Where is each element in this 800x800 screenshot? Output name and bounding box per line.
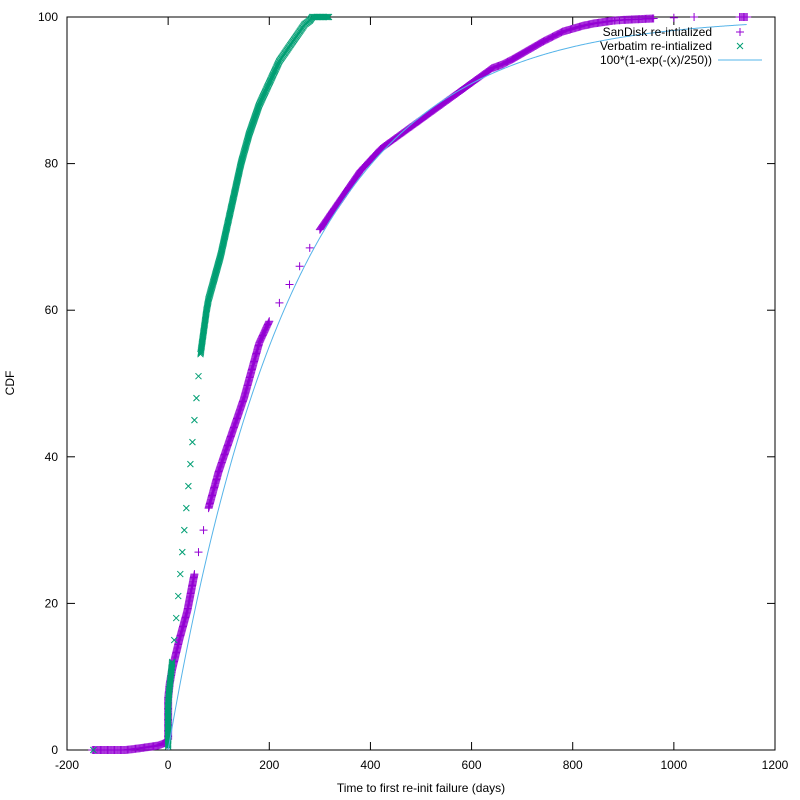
series-2 [167,24,747,751]
x-tick-label: 200 [259,758,279,772]
data-point-fill [324,13,332,21]
data-point [180,526,188,534]
legend-label: 100*(1-exp(-(x)/250)) [600,53,712,67]
legend-label: SanDisk re-intialized [603,25,712,39]
data-point [193,394,200,402]
data-point [189,438,196,446]
data-point [182,504,190,512]
x-tick-label: 1200 [762,758,789,772]
data-point-fill [255,102,263,110]
y-tick-label: 40 [45,450,59,464]
series-1 [89,13,333,754]
data-point [285,280,294,289]
data-point-fill [537,38,546,47]
data-point [295,262,304,271]
data-point [190,570,199,579]
data-point [743,13,752,21]
data-point [195,372,202,380]
y-tick-label: 100 [38,10,58,24]
x-tick-label: 1000 [661,758,688,772]
data-point [187,460,194,468]
x-tick-label: 800 [563,758,583,772]
data-point-fill [168,661,176,668]
data-point [178,548,186,556]
data-point-fill [264,318,273,327]
y-tick-label: 0 [51,743,58,757]
data-point [89,746,97,754]
data-point [199,526,208,535]
data-point [669,13,678,22]
data-point [174,592,182,600]
legend-swatch [736,42,744,50]
data-point [191,416,198,424]
data-point [265,317,274,326]
x-tick-label: -200 [55,758,79,772]
y-tick-label: 20 [45,596,59,610]
data-point [172,614,180,622]
data-point [170,636,178,644]
plot-frame [66,16,776,751]
data-point-fill [168,659,176,667]
x-tick-label: 400 [360,758,380,772]
data-point [649,14,658,23]
y-axis-label: CDF [3,371,17,396]
data-point-fill [323,13,330,21]
fit-curve-line [167,24,747,751]
data-point-fill [486,65,495,74]
data-point [185,482,192,490]
y-tick-label: 60 [45,303,59,317]
x-tick-label: 600 [462,758,482,772]
data-point [176,570,184,578]
data-point [325,13,333,21]
data-point [168,658,176,666]
data-point [690,13,699,21]
data-point [194,548,203,557]
legend-swatch [736,28,744,36]
data-point [305,243,314,252]
x-tick-label: 0 [165,758,172,772]
series-layer [88,13,752,754]
data-point [275,298,284,307]
legend-label: Verbatim re-intialized [600,39,712,53]
y-tick-label: 80 [45,157,59,171]
x-axis-label: Time to first re-init failure (days) [337,781,505,795]
